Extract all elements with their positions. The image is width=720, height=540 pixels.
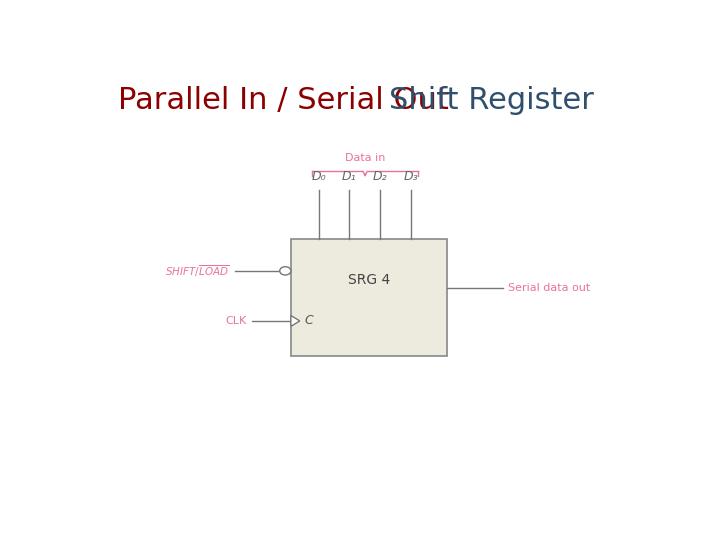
Text: Serial data out: Serial data out xyxy=(508,284,590,293)
Text: Shift Register: Shift Register xyxy=(389,85,593,114)
Text: D₁: D₁ xyxy=(341,170,356,183)
Text: $\mathit{SHIFT/\overline{LOAD}}$: $\mathit{SHIFT/\overline{LOAD}}$ xyxy=(165,263,230,279)
Text: SRG 4: SRG 4 xyxy=(348,273,390,287)
FancyBboxPatch shape xyxy=(291,239,447,356)
Text: Parallel In / Serial Out: Parallel In / Serial Out xyxy=(118,85,459,114)
Polygon shape xyxy=(291,315,300,326)
Text: D₂: D₂ xyxy=(373,170,387,183)
Text: $\mathit{C}$: $\mathit{C}$ xyxy=(305,314,315,327)
Text: D₃: D₃ xyxy=(404,170,418,183)
Text: CLK: CLK xyxy=(225,316,246,326)
Circle shape xyxy=(279,267,291,275)
Text: Data in: Data in xyxy=(345,152,385,163)
Text: D₀: D₀ xyxy=(312,170,326,183)
